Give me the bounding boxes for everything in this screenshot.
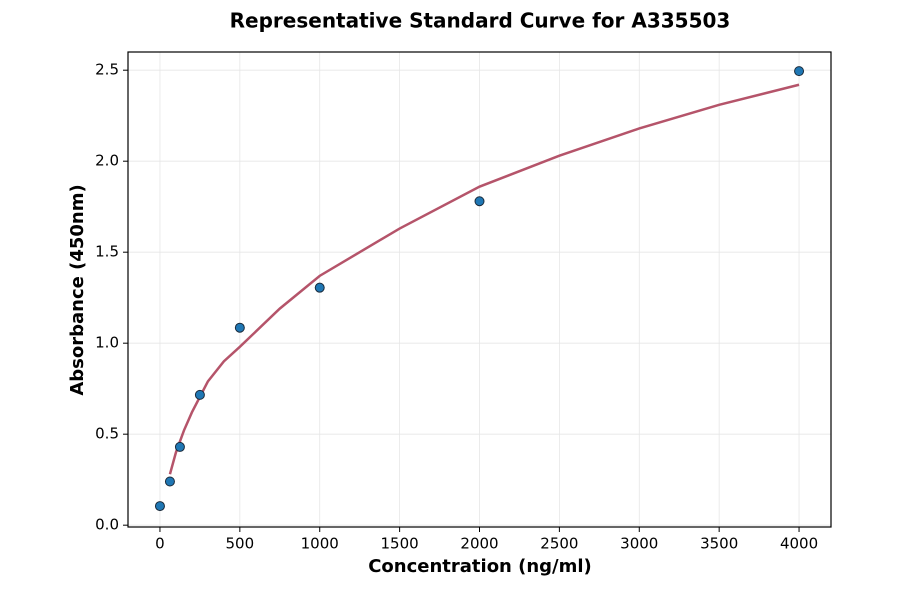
x-tick-label: 500 [226,535,255,553]
chart-title: Representative Standard Curve for A33550… [230,9,731,33]
data-point [794,66,805,77]
data-point [314,282,325,293]
plot-frame [127,51,832,528]
data-point [174,441,185,452]
x-tick-label: 0 [155,535,165,553]
data-point [234,322,245,333]
y-tick-label: 0.0 [95,516,119,534]
y-tick-label: 2.0 [95,152,119,170]
data-point [154,501,165,512]
x-tick-label: 2000 [460,535,498,553]
data-point [474,196,485,207]
y-tick-label: 1.5 [95,243,119,261]
data-point [164,476,175,487]
x-tick-label: 3000 [620,535,658,553]
x-tick-label: 1000 [301,535,339,553]
y-tick-label: 1.0 [95,334,119,352]
x-tick-label: 1500 [381,535,419,553]
x-tick-label: 4000 [780,535,818,553]
x-tick-label: 2500 [540,535,578,553]
data-point [194,389,205,400]
x-axis-label: Concentration (ng/ml) [368,556,592,577]
x-tick-label: 3500 [700,535,738,553]
y-tick-label: 2.5 [95,61,119,79]
fit-curve [168,83,800,475]
y-axis-label: Absorbance (450nm) [67,184,88,395]
y-tick-label: 0.5 [95,425,119,443]
